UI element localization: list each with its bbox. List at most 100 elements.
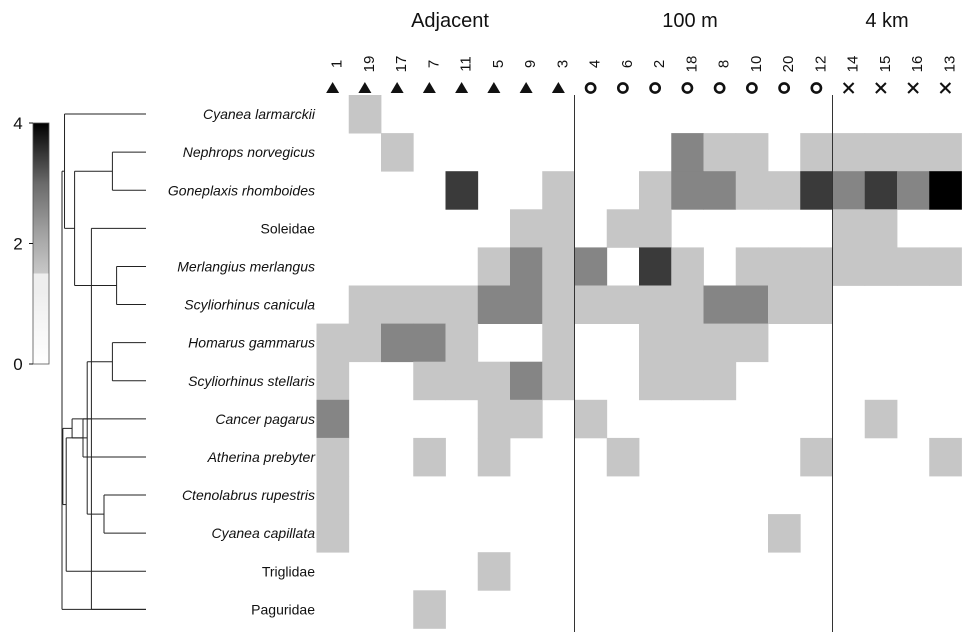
heatmap-cell [929,171,962,210]
heatmap-cell [832,209,866,248]
circle-marker [681,82,694,94]
group-label: 100 m [662,10,718,32]
heatmap-cell [800,133,833,172]
heatmap-cell [413,590,446,629]
heatmap-cell [413,361,446,401]
color-scale-legend: 0 2 4 [13,114,50,374]
heatmap-cell [832,171,866,210]
heatmap-cell [800,171,833,210]
heatmap-cell [671,323,704,363]
column-label: 1 [329,60,346,68]
row-label: Triglidae [262,563,315,579]
heatmap-cell [639,285,672,324]
row-label: Soleidae [261,220,316,236]
heatmap-cell [864,247,898,286]
heatmap-cell [316,361,350,401]
column-label: 7 [425,60,442,68]
heatmap-cell [413,323,446,363]
triangle-marker [326,82,340,93]
heatmap-cell [735,247,769,286]
row-label: Cyanea larmarckii [203,106,316,122]
column-label: 11 [458,56,475,72]
heatmap-cell [510,209,543,248]
heatmap-cell [703,133,737,172]
heatmap-cell [768,171,801,210]
heatmap-cell [929,247,962,286]
circle-marker [745,82,758,94]
heatmap-cell [316,514,350,553]
heatmap-cell [477,361,511,401]
heatmap-cell [832,133,866,172]
heatmap-cell [381,323,414,363]
cross-marker [875,82,887,94]
circle-marker [584,82,597,94]
heatmap-cell [510,361,543,401]
triangle-marker [519,82,533,93]
column-label: 18 [683,56,700,73]
column-labels: 1 19 17 7 11 5 9 3 4 6 2 18 8 10 20 12 14 15 16 13 [326,56,958,94]
row-label: Ctenolabrus rupestris [182,487,315,503]
color-scale-tick-label: 2 [13,235,22,254]
heatmap-cell [864,133,898,172]
color-scale-bar [32,122,50,365]
heatmap-cell [445,323,479,363]
row-label: Paguridae [251,601,315,617]
column-label: 5 [490,60,507,68]
cross-marker-stroke [907,82,919,94]
row-label: Atherina prebyter [207,449,317,465]
heatmap-cell [348,285,382,324]
heatmap-cell [639,361,672,401]
circle-marker [778,82,791,94]
column-label: 3 [554,60,571,68]
column-label: 13 [941,56,958,73]
heatmap-cell [703,285,737,324]
triangle-marker [455,82,469,93]
heatmap-cell [606,437,640,477]
heatmap-cell [477,247,511,286]
heatmap-cell [542,323,575,363]
heatmap-cell [864,399,898,439]
row-label: Goneplaxis rhomboides [168,182,315,198]
column-label: 20 [780,56,797,73]
column-label: 16 [909,56,926,73]
column-label: 6 [619,60,636,68]
dendrogram [61,113,146,610]
circle-marker [649,82,662,94]
row-label: Scyliorhinus canicula [184,297,315,313]
heatmap-cell [897,171,930,210]
heatmap-cell [477,552,511,591]
triangle-marker [551,82,565,93]
group-dividers [574,95,833,632]
heatmap-cell [703,171,737,210]
group-labels: Adjacent 100 m 4 km [411,10,909,32]
heatmap-cell [768,514,801,553]
row-label: Nephrops norvegicus [183,144,315,160]
heatmap-cell [735,323,769,363]
row-label: Cancer pagarus [215,411,315,427]
cross-marker-stroke [875,82,887,94]
heatmap-cell [800,247,833,286]
triangle-marker [390,82,404,93]
column-label: 17 [393,56,410,73]
heatmap-cell [316,323,350,363]
column-label: 10 [748,56,765,73]
heatmap-cell [445,361,479,401]
row-labels: Cyanea larmarckii Nephrops norvegicus Gone… [168,106,316,617]
heatmap-cell [542,247,575,286]
heatmap-cell [348,95,382,134]
heatmap-cell [864,209,898,248]
color-scale-tick-label: 0 [13,355,22,374]
heatmap-cell [413,437,446,477]
triangle-marker [487,82,501,93]
heatmap-cell [316,437,350,477]
group-label: 4 km [865,10,908,32]
heatmap-cell [316,476,350,515]
heatmap-cell [929,133,962,172]
heatmap-cell [735,171,769,210]
heatmap-cell [510,285,543,324]
heatmap-cell [864,171,898,210]
heatmap-cell [639,171,672,210]
color-scale-tick-label: 4 [13,114,22,133]
heatmap-cell [542,361,575,401]
